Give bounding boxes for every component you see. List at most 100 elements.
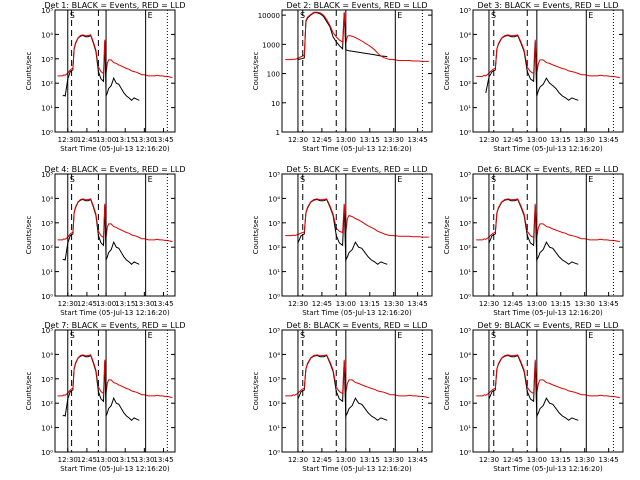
panel-title: Det 8: BLACK = Events, RED = LLD bbox=[287, 321, 428, 330]
panel-title: Det 4: BLACK = Events, RED = LLD bbox=[45, 165, 186, 174]
y-tick-label: 10³ bbox=[41, 56, 53, 64]
y-tick-label: 10³ bbox=[459, 220, 471, 228]
x-axis-label: Start Time (05-Jul-13 12:16:20) bbox=[302, 309, 412, 317]
y-tick-label: 10³ bbox=[459, 376, 471, 384]
y-tick-label: 10⁴ bbox=[268, 351, 280, 359]
x-tick-label: 13:15 bbox=[115, 456, 135, 464]
x-tick-label: 13:15 bbox=[360, 136, 380, 144]
x-tick-label: 13:15 bbox=[115, 136, 135, 144]
start-mark: S bbox=[300, 331, 305, 340]
x-tick-label: 13:45 bbox=[153, 300, 173, 308]
y-tick-label: 10⁴ bbox=[459, 195, 471, 203]
x-tick-label: 12:30 bbox=[479, 456, 499, 464]
x-axis-label: Start Time (05-Jul-13 12:16:20) bbox=[60, 145, 170, 153]
y-tick-label: 10³ bbox=[41, 220, 53, 228]
x-tick-label: 12:30 bbox=[288, 456, 308, 464]
x-tick-label: 13:15 bbox=[551, 300, 571, 308]
y-tick-label: 10⁴ bbox=[459, 31, 471, 39]
x-axis-label: Start Time (05-Jul-13 12:16:20) bbox=[302, 465, 412, 473]
y-tick-label: 10 bbox=[271, 100, 280, 108]
y-tick-label: 10⁴ bbox=[41, 351, 53, 359]
start-mark: S bbox=[491, 331, 496, 340]
end-mark: E bbox=[397, 175, 402, 184]
lld-series-line bbox=[285, 354, 429, 399]
y-tick-label: 10⁵ bbox=[459, 327, 471, 335]
y-tick-label: 10⁵ bbox=[268, 327, 280, 335]
x-tick-label: 12:45 bbox=[77, 136, 97, 144]
x-tick-label: 13:15 bbox=[360, 456, 380, 464]
y-tick-label: 10² bbox=[459, 400, 471, 408]
plot-frame bbox=[54, 9, 176, 133]
end-mark: E bbox=[148, 331, 153, 340]
lld-series-line bbox=[476, 198, 620, 243]
lld-series-line bbox=[285, 11, 429, 62]
x-tick-label: 12:45 bbox=[312, 136, 332, 144]
start-mark: S bbox=[300, 11, 305, 20]
y-tick-label: 10⁰ bbox=[268, 293, 280, 301]
y-tick-label: 100 bbox=[267, 71, 280, 79]
x-tick-label: 12:30 bbox=[288, 300, 308, 308]
y-tick-label: 1 bbox=[276, 129, 280, 137]
y-tick-label: 10³ bbox=[41, 376, 53, 384]
y-tick-label: 10³ bbox=[268, 376, 280, 384]
x-tick-label: 13:30 bbox=[575, 136, 595, 144]
lld-series-line bbox=[57, 198, 173, 243]
y-tick-label: 10⁰ bbox=[459, 449, 471, 457]
end-mark: E bbox=[397, 331, 402, 340]
x-axis-label: Start Time (05-Jul-13 12:16:20) bbox=[493, 465, 603, 473]
plot-frame bbox=[472, 173, 624, 297]
x-tick-label: 12:30 bbox=[479, 300, 499, 308]
events-series-line bbox=[485, 34, 579, 101]
x-tick-label: 13:00 bbox=[96, 300, 116, 308]
end-mark: E bbox=[148, 175, 153, 184]
y-axis-label: Counts/sec bbox=[252, 216, 260, 255]
y-axis-label: Counts/sec bbox=[252, 52, 260, 91]
y-tick-label: 10² bbox=[268, 400, 280, 408]
x-tick-label: 12:45 bbox=[503, 300, 523, 308]
start-mark: S bbox=[70, 175, 75, 184]
y-tick-label: 10¹ bbox=[41, 269, 53, 277]
start-mark: S bbox=[70, 11, 75, 20]
x-tick-label: 13:45 bbox=[599, 136, 619, 144]
x-axis-label: Start Time (05-Jul-13 12:16:20) bbox=[60, 309, 170, 317]
y-tick-label: 10² bbox=[41, 80, 53, 88]
y-axis-label: Counts/sec bbox=[443, 372, 451, 411]
x-tick-label: 13:00 bbox=[336, 456, 356, 464]
plot-frame bbox=[472, 329, 624, 453]
y-axis-label: Counts/sec bbox=[443, 52, 451, 91]
y-tick-label: 10² bbox=[41, 244, 53, 252]
y-tick-label: 10¹ bbox=[41, 105, 53, 113]
y-tick-label: 10² bbox=[268, 244, 280, 252]
x-tick-label: 12:45 bbox=[77, 456, 97, 464]
x-tick-label: 13:45 bbox=[599, 456, 619, 464]
lld-series-line bbox=[285, 198, 429, 238]
start-mark: S bbox=[491, 11, 496, 20]
y-tick-label: 10¹ bbox=[459, 269, 471, 277]
plot-frame bbox=[54, 329, 176, 453]
y-tick-label: 10⁰ bbox=[41, 449, 53, 457]
x-tick-label: 13:45 bbox=[408, 456, 428, 464]
x-tick-label: 13:30 bbox=[575, 300, 595, 308]
y-axis-label: Counts/sec bbox=[443, 216, 451, 255]
x-axis-label: Start Time (05-Jul-13 12:16:20) bbox=[493, 145, 603, 153]
x-tick-label: 12:30 bbox=[58, 300, 78, 308]
x-tick-label: 13:30 bbox=[134, 456, 154, 464]
x-tick-label: 13:00 bbox=[96, 136, 116, 144]
y-tick-label: 10⁵ bbox=[268, 171, 280, 179]
start-mark: S bbox=[300, 175, 305, 184]
x-tick-label: 13:15 bbox=[551, 456, 571, 464]
end-mark: E bbox=[588, 11, 593, 20]
y-tick-label: 10³ bbox=[459, 56, 471, 64]
panel-title: Det 5: BLACK = Events, RED = LLD bbox=[287, 165, 428, 174]
x-tick-label: 13:00 bbox=[336, 136, 356, 144]
x-tick-label: 13:00 bbox=[336, 300, 356, 308]
x-tick-label: 13:30 bbox=[575, 456, 595, 464]
x-tick-label: 13:30 bbox=[384, 300, 404, 308]
